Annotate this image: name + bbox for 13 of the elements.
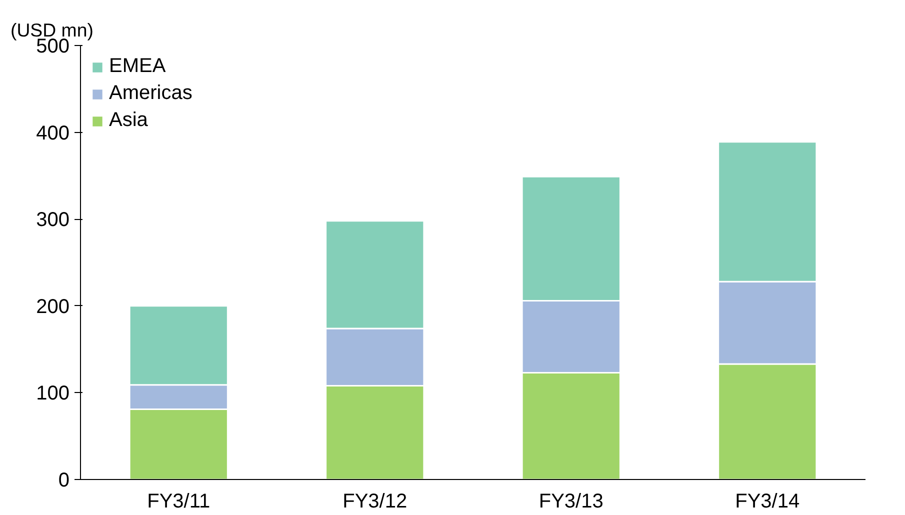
x-tick-label: FY3/11 [147, 490, 210, 512]
legend-label: Americas [109, 82, 192, 105]
x-tick-label: FY3/12 [342, 490, 408, 512]
legend-label: Asia [109, 109, 148, 132]
y-tick-label: 300 [36, 209, 70, 232]
legend-label: EMEA [109, 55, 166, 78]
y-tick-label: 400 [36, 122, 70, 144]
y-tick-label: 0 [58, 470, 70, 492]
y-tick-label: 100 [36, 382, 70, 405]
y-tick-label: 200 [36, 296, 70, 318]
x-tick-label: FY3/14 [735, 490, 800, 512]
y-tick-label: 500 [36, 36, 70, 58]
x-tick-label: FY3/13 [538, 490, 604, 512]
